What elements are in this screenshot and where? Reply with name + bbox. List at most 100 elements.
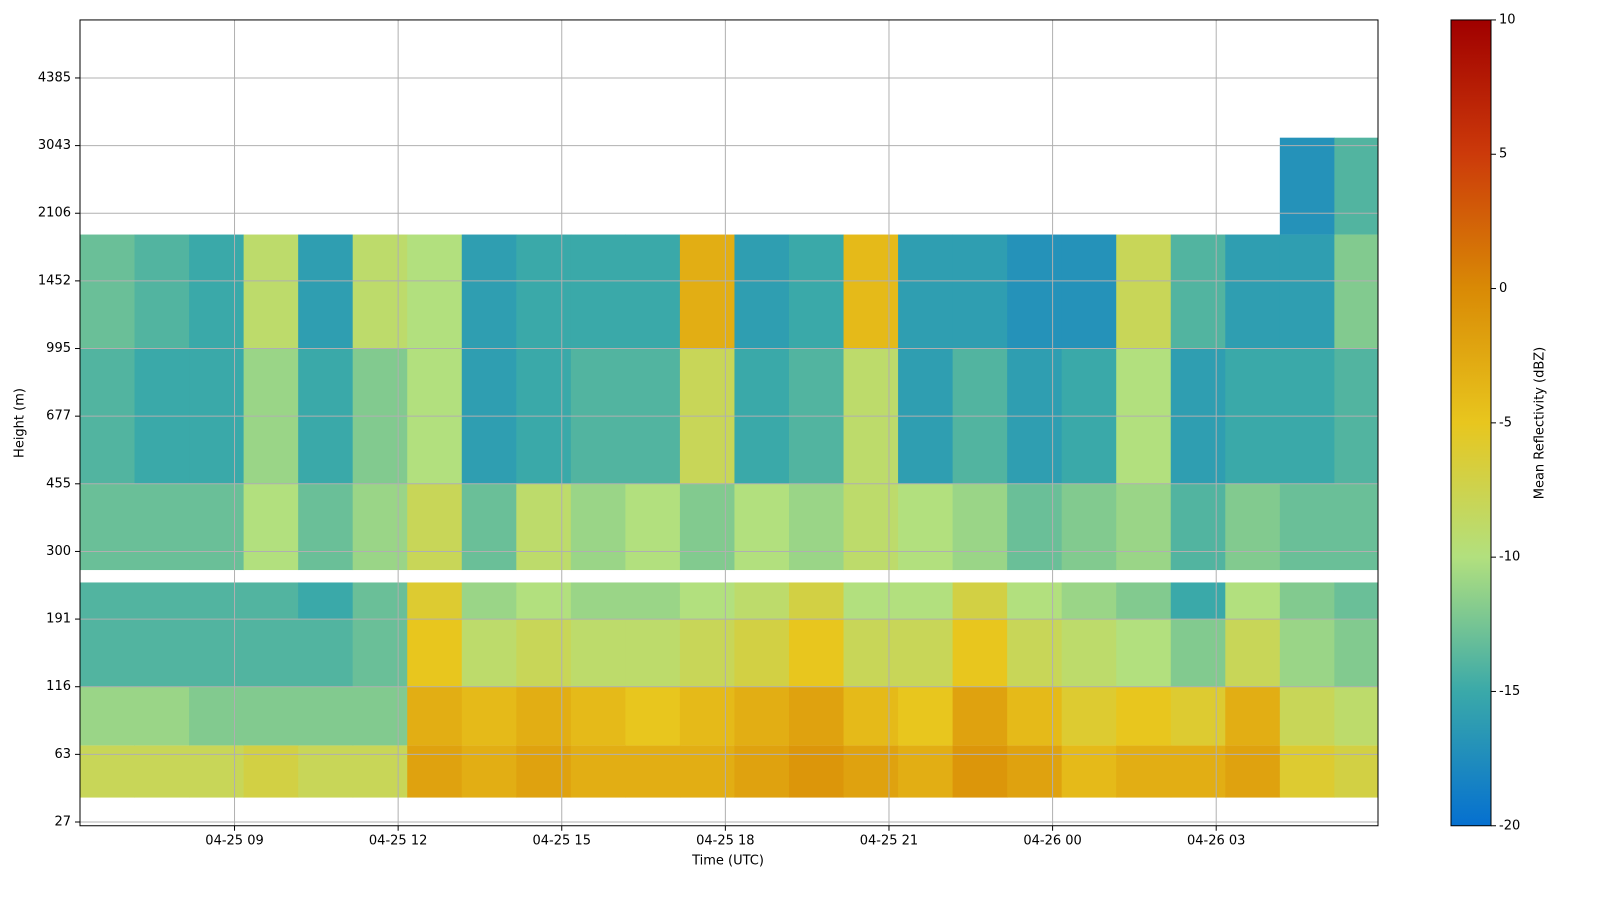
y-tick-label: 4385 bbox=[38, 70, 71, 85]
heatmap-cell bbox=[1061, 582, 1117, 620]
heatmap-cell bbox=[80, 619, 136, 687]
heatmap-cell bbox=[1116, 745, 1172, 798]
heatmap-cell bbox=[679, 582, 735, 620]
heatmap-cell bbox=[898, 686, 954, 746]
heatmap-cell bbox=[516, 483, 572, 571]
heatmap-cell bbox=[243, 234, 299, 349]
heatmap-cell bbox=[1116, 619, 1172, 687]
heatmap-cell bbox=[1007, 745, 1063, 798]
y-tick-label: 995 bbox=[46, 341, 71, 356]
heatmap-cell bbox=[570, 483, 626, 571]
colorbar-tick-label: -10 bbox=[1499, 550, 1520, 565]
heatmap-cell bbox=[134, 686, 190, 746]
colorbar-tick-label: -20 bbox=[1499, 818, 1520, 833]
heatmap-cell bbox=[298, 619, 354, 687]
heatmap-cell bbox=[898, 745, 954, 798]
heatmap-cell bbox=[1170, 619, 1226, 687]
heatmap-cell bbox=[1061, 234, 1117, 349]
heatmap-cell bbox=[134, 483, 190, 571]
heatmap-cell bbox=[734, 745, 790, 798]
colorbar-tick-label: -15 bbox=[1499, 684, 1520, 699]
heatmap-cell bbox=[1061, 686, 1117, 746]
heatmap-cell bbox=[1170, 745, 1226, 798]
heatmap-cell bbox=[407, 483, 463, 571]
heatmap-cell bbox=[625, 745, 681, 798]
heatmap-cell bbox=[1170, 582, 1226, 620]
colorbar-tick-label: 5 bbox=[1499, 147, 1507, 162]
heatmap-cell bbox=[734, 582, 790, 620]
heatmap-cell bbox=[461, 234, 517, 349]
heatmap-cell bbox=[134, 582, 190, 620]
y-tick-label: 3043 bbox=[38, 138, 71, 153]
heatmap-cell bbox=[788, 234, 845, 349]
heatmap-cell bbox=[1334, 483, 1379, 571]
heatmap-cell bbox=[1061, 483, 1117, 571]
heatmap-cell bbox=[352, 234, 408, 349]
heatmap-cell bbox=[516, 745, 572, 798]
heatmap-cell bbox=[134, 234, 190, 349]
colorbar bbox=[1450, 19, 1492, 827]
heatmap-cell bbox=[80, 582, 136, 620]
heatmap-cell bbox=[788, 686, 845, 746]
heatmap-cell bbox=[1170, 483, 1226, 571]
heatmap-cell bbox=[898, 483, 954, 571]
heatmap-cell bbox=[1007, 686, 1063, 746]
heatmap-cell bbox=[1225, 582, 1281, 620]
x-tick-label: 04-25 18 bbox=[696, 833, 754, 848]
heatmap-cell bbox=[1116, 686, 1172, 746]
heatmap-cell bbox=[843, 582, 899, 620]
heatmap-cell bbox=[407, 619, 463, 687]
heatmap-cell bbox=[625, 582, 681, 620]
heatmap-cell bbox=[788, 483, 845, 571]
heatmap-cell bbox=[80, 234, 136, 349]
heatmap-cell bbox=[679, 483, 735, 571]
heatmap-cell bbox=[952, 234, 1008, 349]
heatmap-cell bbox=[1170, 234, 1226, 349]
heatmap-cell bbox=[625, 619, 681, 687]
heatmap-cell bbox=[243, 582, 299, 620]
heatmap-cell bbox=[1279, 137, 1335, 235]
y-tick-label: 677 bbox=[46, 409, 71, 424]
heatmap-cell bbox=[952, 619, 1008, 687]
heatmap-cell bbox=[1334, 686, 1379, 746]
heatmap-cell bbox=[80, 686, 136, 746]
heatmap-cell bbox=[1225, 619, 1281, 687]
heatmap-cell bbox=[625, 483, 681, 571]
colorbar-tick-label: 0 bbox=[1499, 281, 1507, 296]
heatmap-cell bbox=[243, 745, 299, 798]
heatmap-cell bbox=[952, 745, 1008, 798]
heatmap-cell bbox=[843, 745, 899, 798]
x-tick-label: 04-25 21 bbox=[860, 833, 918, 848]
heatmap-cell bbox=[734, 483, 790, 571]
heatmap-cell bbox=[1007, 234, 1063, 349]
heatmap-cell bbox=[898, 234, 954, 349]
heatmap-cell bbox=[843, 483, 899, 571]
x-tick-label: 04-26 00 bbox=[1023, 833, 1081, 848]
y-axis-label: Height (m) bbox=[13, 388, 28, 458]
heatmap-cell bbox=[407, 686, 463, 746]
x-tick-label: 04-25 15 bbox=[533, 833, 591, 848]
heatmap-cell bbox=[952, 483, 1008, 571]
heatmap-cell bbox=[1007, 619, 1063, 687]
heatmap-cell bbox=[1116, 483, 1172, 571]
colorbar-tick-label: 10 bbox=[1499, 12, 1516, 27]
heatmap-cell bbox=[679, 745, 735, 798]
x-tick-label: 04-26 03 bbox=[1187, 833, 1245, 848]
heatmap-cell bbox=[1279, 619, 1335, 687]
heatmap-cell bbox=[352, 582, 408, 620]
y-tick-label: 27 bbox=[54, 815, 71, 830]
heatmap-cell bbox=[1061, 619, 1117, 687]
heatmap-cell bbox=[461, 483, 517, 571]
heatmap-cell bbox=[1334, 582, 1379, 620]
heatmap-cell bbox=[352, 745, 408, 798]
heatmap-cell bbox=[298, 745, 354, 798]
heatmap-cell bbox=[843, 234, 899, 349]
x-axis-label: Time (UTC) bbox=[691, 854, 764, 869]
heatmap-cell bbox=[243, 686, 299, 746]
heatmap-cell bbox=[1279, 686, 1335, 746]
y-tick-label: 455 bbox=[46, 476, 71, 491]
heatmap-cell bbox=[80, 483, 136, 571]
heatmap-cell bbox=[1334, 619, 1379, 687]
y-tick-label: 63 bbox=[54, 747, 71, 762]
heatmap-cell bbox=[461, 582, 517, 620]
